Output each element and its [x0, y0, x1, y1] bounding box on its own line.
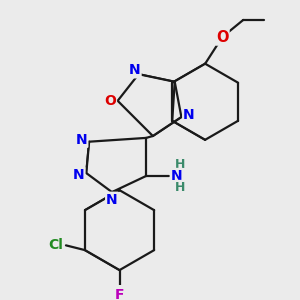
Text: H: H: [175, 158, 186, 171]
Text: N: N: [129, 63, 141, 77]
Text: F: F: [115, 288, 124, 300]
Text: N: N: [183, 108, 195, 122]
Text: N: N: [73, 168, 85, 182]
Text: Cl: Cl: [48, 238, 63, 252]
Text: N: N: [106, 193, 118, 207]
Text: N: N: [76, 133, 87, 147]
Text: O: O: [216, 30, 229, 45]
Text: O: O: [104, 94, 116, 108]
Text: H: H: [175, 181, 186, 194]
Text: N: N: [171, 169, 182, 183]
